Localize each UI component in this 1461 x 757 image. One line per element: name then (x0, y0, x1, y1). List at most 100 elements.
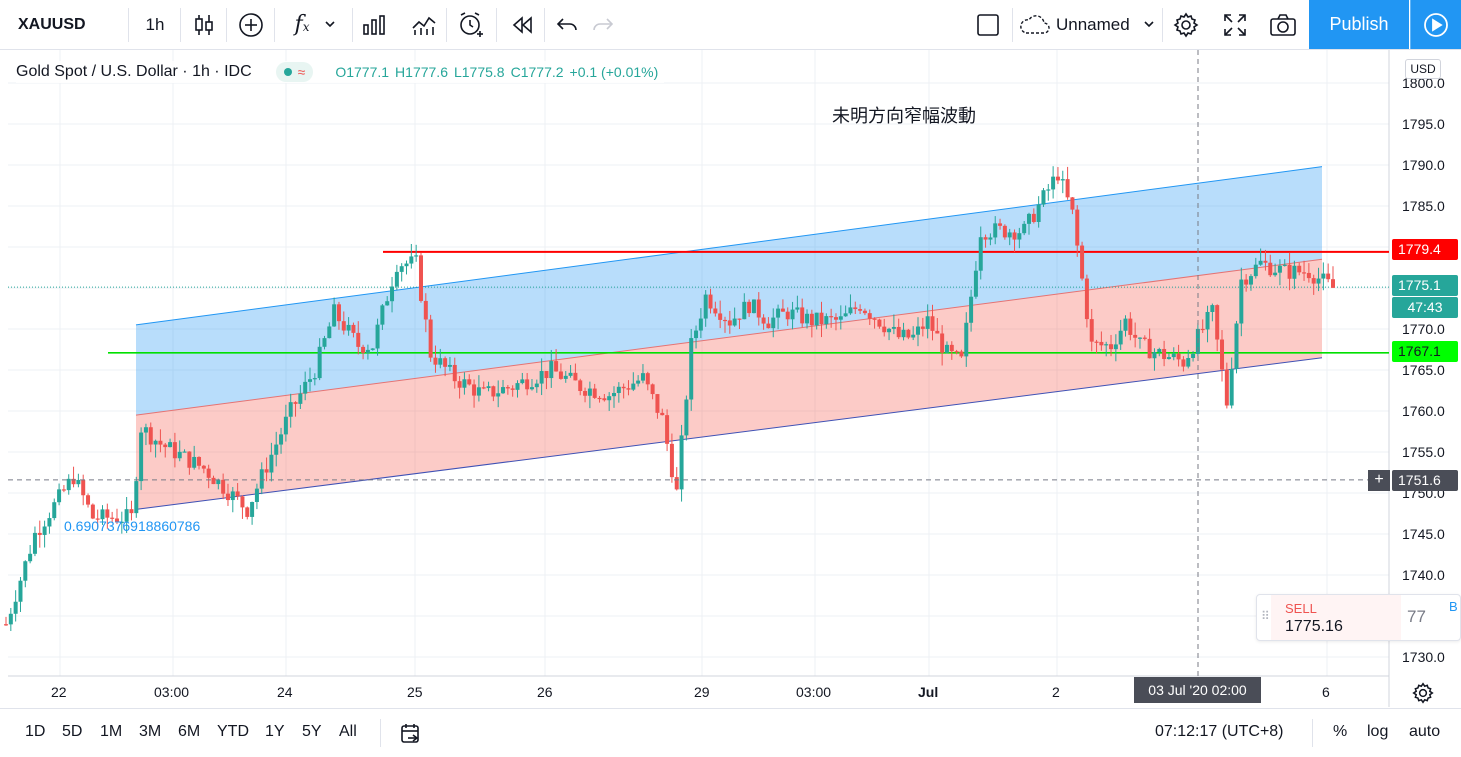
candle-body (665, 415, 670, 444)
fullscreen-select-button[interactable] (968, 0, 1008, 49)
currency-button[interactable]: USD (1405, 59, 1441, 79)
candle (336, 301, 341, 330)
candle-body (964, 322, 969, 357)
publish-button[interactable]: Publish (1309, 0, 1409, 49)
ohlc-high: H1777.6 (395, 64, 448, 80)
candle-body (636, 380, 641, 384)
candle-body (90, 504, 95, 519)
buy-button-partial[interactable]: B (1449, 599, 1458, 614)
candle (944, 341, 949, 354)
candle-body (674, 477, 679, 490)
toolbar-divider (1012, 8, 1013, 42)
candle-body (110, 517, 115, 519)
toolbar-divider (180, 8, 181, 42)
templates-button[interactable] (404, 0, 444, 49)
settings-button[interactable] (1166, 0, 1206, 49)
drag-handle-icon[interactable]: ⠿ (1261, 609, 1270, 623)
candle (800, 298, 805, 328)
publish-video-button[interactable] (1410, 0, 1461, 49)
sell-button[interactable] (1271, 595, 1401, 640)
chart-text-annotation[interactable]: 未明方向窄幅波動 (832, 106, 976, 127)
candle-body (250, 502, 255, 517)
candle-body (66, 478, 71, 491)
undo-button[interactable] (550, 0, 584, 49)
candle (843, 305, 848, 317)
market-status-pill[interactable]: ≈ (275, 62, 314, 82)
screenshot-button[interactable] (1262, 0, 1304, 49)
toolbar-divider (496, 8, 497, 42)
candle (288, 393, 293, 428)
range-1m[interactable]: 1M (100, 723, 123, 740)
candle-body (163, 444, 168, 448)
candle (833, 313, 838, 331)
price-axis: 1730.01735.01740.01745.01750.01755.01760… (1402, 75, 1445, 665)
compare-button[interactable] (230, 0, 272, 49)
candle (727, 310, 732, 334)
candle (993, 216, 998, 245)
top-toolbar: XAUUSD 1h fx Unnamed (0, 0, 1461, 50)
candle-body (1055, 176, 1060, 181)
candle-body (394, 271, 399, 287)
candle-body (993, 223, 998, 238)
candle-body (423, 300, 428, 320)
ohlc-low: L1775.8 (453, 64, 505, 80)
interval-button[interactable]: 1h (145, 14, 165, 34)
range-1y[interactable]: 1Y (265, 723, 285, 740)
candle-body (288, 402, 293, 417)
add-alert-plus-icon[interactable]: + (1368, 470, 1390, 491)
redo-button[interactable] (586, 0, 620, 49)
percent-scale-toggle[interactable]: % (1333, 723, 1348, 740)
candle-body (805, 313, 810, 324)
candle-style-button[interactable] (184, 0, 224, 49)
candle (587, 381, 592, 409)
layout-name-button[interactable]: Unnamed (1018, 0, 1160, 49)
range-1d[interactable]: 1D (25, 723, 46, 740)
candle-body (969, 296, 974, 323)
candle (1176, 344, 1181, 367)
range-all[interactable]: All (339, 723, 357, 740)
price-tick-label: 1790.0 (1402, 157, 1445, 173)
axis-settings-button[interactable] (1412, 682, 1434, 709)
auto-scale-toggle[interactable]: auto (1409, 723, 1441, 740)
candle-body (906, 329, 911, 338)
indicators-button[interactable]: fx (280, 0, 350, 49)
candle-body (1263, 260, 1268, 263)
candle-body (1075, 209, 1080, 246)
candle-body (491, 386, 496, 397)
fullscreen-button[interactable] (1214, 0, 1256, 49)
range-ytd[interactable]: YTD (217, 723, 249, 740)
range-6m[interactable]: 6M (178, 723, 201, 740)
symbol-search-button[interactable]: XAUUSD (18, 15, 86, 33)
candle (32, 526, 37, 557)
range-5d[interactable]: 5D (62, 723, 83, 740)
log-scale-toggle[interactable]: log (1367, 723, 1389, 740)
candle-body (182, 451, 187, 453)
clock-timezone[interactable]: 07:12:17 (UTC+8) (1155, 723, 1284, 740)
candle-body (1162, 348, 1167, 360)
candle (1263, 249, 1268, 271)
candle-body (568, 372, 573, 376)
goto-date-button[interactable] (400, 722, 422, 749)
candle-body (602, 398, 607, 401)
candle-body (515, 383, 520, 390)
series-title[interactable]: Gold Spot / U.S. Dollar · 1h · IDC (16, 63, 252, 80)
candle (1137, 337, 1142, 349)
candle (66, 474, 71, 495)
redo-icon (593, 17, 614, 30)
replay-button[interactable] (502, 0, 542, 49)
play-circle-icon (1424, 12, 1448, 37)
candle (554, 349, 559, 372)
financials-button[interactable] (356, 0, 392, 49)
candle-body (887, 328, 892, 333)
alert-button[interactable] (452, 0, 492, 49)
candle (1046, 183, 1051, 201)
range-3m[interactable]: 3M (139, 723, 162, 740)
candle (341, 311, 346, 335)
price-chart[interactable]: 1730.01735.01740.01745.01750.01755.01760… (0, 50, 1461, 707)
candle (747, 299, 752, 317)
candle (563, 370, 568, 383)
candle (221, 473, 226, 500)
range-5y[interactable]: 5Y (302, 723, 322, 740)
candle (602, 393, 607, 402)
chart-pane[interactable]: 1730.01735.01740.01745.01750.01755.01760… (0, 50, 1461, 707)
